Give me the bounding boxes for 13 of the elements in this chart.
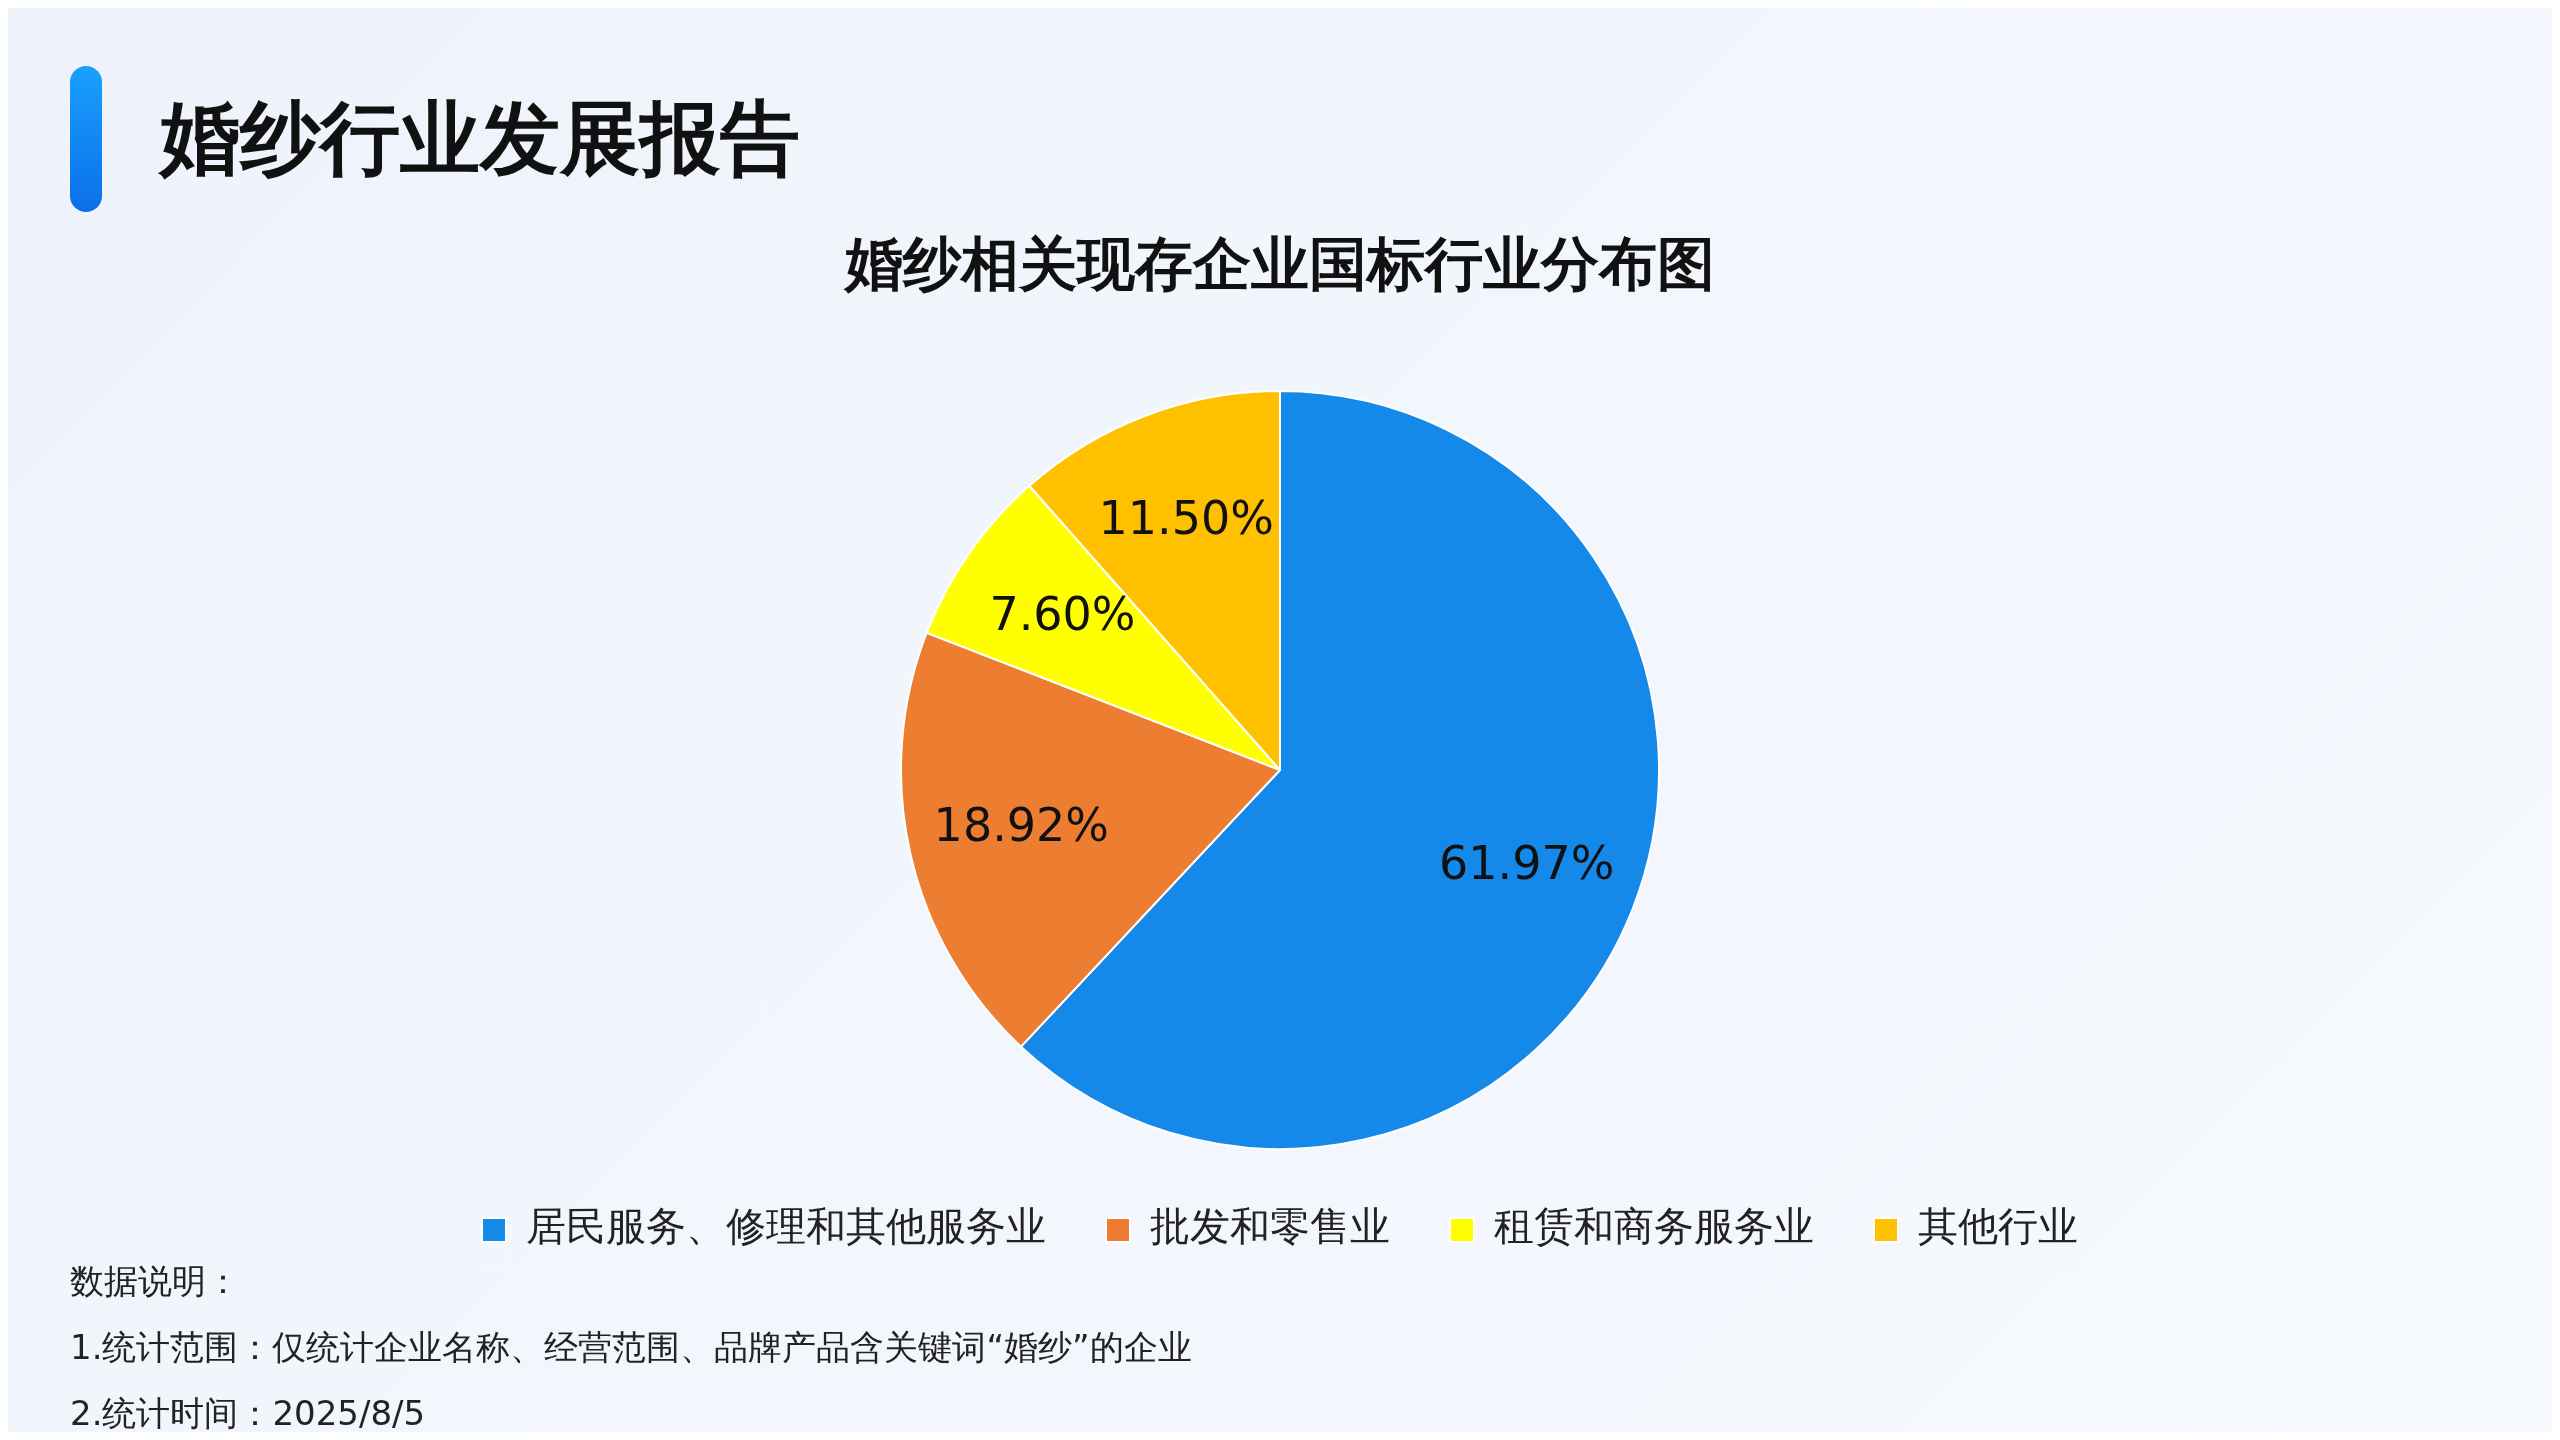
text: 数据说明：: [70, 1260, 241, 1303]
legend-label: 其他行业: [1918, 1203, 2078, 1250]
data-label: 18.92%: [933, 797, 1110, 852]
text: 1.统计范围：仅统计企业名称、经营范围、品牌产品含关键词“婚纱”的企业: [70, 1326, 1192, 1369]
data-label: 61.97%: [1439, 836, 1615, 891]
data-label: 11.50%: [1098, 490, 1274, 545]
legend-label: 居民服务、修理和其他服务业: [526, 1203, 1046, 1250]
legend-label: 租赁和商务服务业: [1494, 1203, 1814, 1250]
data-label: 7.60%: [989, 587, 1136, 642]
legend-label: 批发和零售业: [1150, 1203, 1390, 1250]
chart-title: 婚纱行业发展报告: [160, 91, 800, 187]
text: 2.统计时间：2025/8/5: [70, 1392, 427, 1434]
chart-subtitle: 婚纱相关现存企业国标行业分布图: [842, 229, 1716, 300]
